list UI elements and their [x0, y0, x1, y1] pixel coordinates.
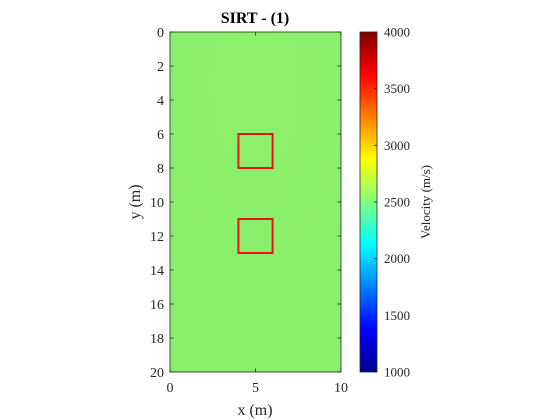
- y-tick-label: 4: [157, 94, 164, 109]
- annotations-layer: [237, 133, 274, 254]
- y-tick-label: 6: [157, 128, 164, 143]
- x-tick-label: 5: [252, 381, 259, 396]
- x-tick-label: 10: [334, 381, 348, 396]
- y-tick-label: 12: [150, 230, 164, 245]
- colorbar-ticks: 1000 1500 2000 2500 3000 3500 4000: [374, 25, 410, 380]
- plot-area: 0 5 10 0 2 4 6 8 10 12 14 16 18 20: [150, 26, 348, 396]
- velocity-field: [170, 32, 341, 372]
- chart-title: SIRT - (1): [221, 10, 289, 27]
- colorbar: 1000 1500 2000 2500 3000 3500 4000 Velocity (m…: [359, 25, 433, 380]
- annotation-rect-2: [237, 218, 274, 254]
- annotation-rect-1: [237, 133, 274, 169]
- y-tick-label: 0: [157, 26, 164, 41]
- colorbar-tick-label: 2000: [384, 251, 410, 266]
- colorbar-tick-label: 3500: [384, 81, 410, 96]
- colorbar-tick-label: 1500: [384, 308, 410, 323]
- y-tick-label: 2: [157, 60, 164, 75]
- y-axis-label: y (m): [127, 184, 144, 219]
- y-ticks: 0 2 4 6 8 10 12 14 16 18 20: [150, 26, 341, 381]
- y-tick-label: 8: [157, 162, 164, 177]
- y-tick-label: 20: [150, 366, 164, 381]
- y-tick-label: 18: [150, 332, 164, 347]
- colorbar-tick-label: 3000: [384, 138, 410, 153]
- y-tick-label: 16: [150, 298, 164, 313]
- y-tick-label: 14: [150, 264, 164, 279]
- x-ticks: 0 5 10: [167, 32, 348, 396]
- colorbar-tick-label: 1000: [384, 365, 410, 380]
- y-tick-label: 10: [150, 196, 164, 211]
- x-tick-label: 0: [167, 381, 174, 396]
- x-axis-label: x (m): [237, 402, 272, 419]
- colorbar-tick-label: 2500: [384, 195, 410, 210]
- colorbar-label: Velocity (m/s): [418, 165, 433, 239]
- colorbar-tick-label: 4000: [384, 25, 410, 40]
